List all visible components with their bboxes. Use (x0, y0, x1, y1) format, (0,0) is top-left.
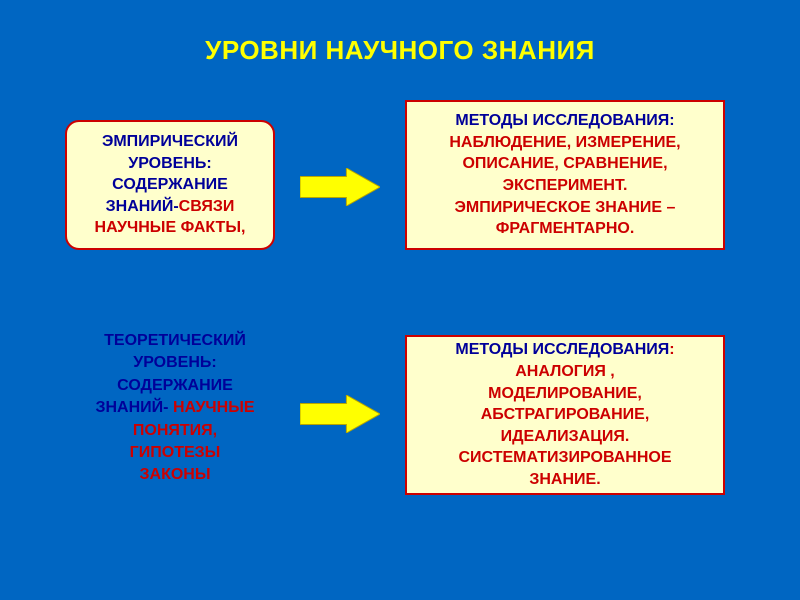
box-theoretical-level: ТЕОРЕТИЧЕСКИЙУРОВЕНЬ:СОДЕРЖАНИЕЗНАНИЙ- Н… (70, 330, 280, 490)
text-span: ЗНАНИЙ- (95, 399, 172, 416)
text-span: МЕТОДЫ ИССЛЕДОВАНИЯ (455, 341, 669, 358)
text-line: МЕТОДЫ ИССЛЕДОВАНИЯ: (455, 110, 674, 132)
text-span: НАУЧНЫЕ (173, 399, 255, 416)
text-line: ГИПОТЕЗЫ (70, 442, 280, 464)
text-line: ЗАКОНЫ (70, 464, 280, 486)
text-line: ЗНАНИЕ. (529, 469, 600, 491)
arrow-icon (300, 168, 380, 206)
box-empirical-level: ЭМПИРИЧЕСКИЙУРОВЕНЬ:СОДЕРЖАНИЕЗНАНИЙ-СВЯ… (65, 120, 275, 250)
text-line: ЭМПИРИЧЕСКИЙ (102, 131, 238, 153)
text-line: УРОВЕНЬ: (70, 352, 280, 374)
text-line: МОДЕЛИРОВАНИЕ, (488, 383, 642, 405)
text-span: ЗНАНИЙ- (106, 198, 179, 215)
text-line: СОДЕРЖАНИЕ (70, 375, 280, 397)
text-line: АБСТРАГИРОВАНИЕ, (481, 404, 650, 426)
text-line: НАБЛЮДЕНИЕ, ИЗМЕРЕНИЕ, (449, 132, 680, 154)
text-span: СВЯЗИ (179, 198, 235, 215)
text-line: УРОВЕНЬ: (128, 153, 211, 175)
text-line: ЭКСПЕРИМЕНТ. (503, 175, 628, 197)
arrow-icon (300, 395, 380, 433)
text-line: НАУЧНЫЕ ФАКТЫ, (95, 217, 246, 239)
slide-title: УРОВНИ НАУЧНОГО ЗНАНИЯ (0, 35, 800, 66)
text-line: АНАЛОГИЯ , (515, 361, 615, 383)
text-line: ИДЕАЛИЗАЦИЯ. (501, 426, 630, 448)
text-line: ОПИСАНИЕ, СРАВНЕНИЕ, (462, 153, 667, 175)
text-line: СОДЕРЖАНИЕ (112, 174, 228, 196)
slide: УРОВНИ НАУЧНОГО ЗНАНИЯ ЭМПИРИЧЕСКИЙУРОВЕ… (0, 0, 800, 600)
box-empirical-methods: МЕТОДЫ ИССЛЕДОВАНИЯ:НАБЛЮДЕНИЕ, ИЗМЕРЕНИ… (405, 100, 725, 250)
text-line: ЗНАНИЙ- НАУЧНЫЕ (70, 397, 280, 419)
text-span: : (669, 341, 674, 358)
text-line: МЕТОДЫ ИССЛЕДОВАНИЯ: (455, 339, 674, 361)
text-line: ЗНАНИЙ-СВЯЗИ (106, 196, 235, 218)
text-line: ТЕОРЕТИЧЕСКИЙ (70, 330, 280, 352)
text-line: ФРАГМЕНТАРНО. (496, 218, 635, 240)
text-line: ЭМПИРИЧЕСКОЕ ЗНАНИЕ – (455, 197, 676, 219)
text-line: ПОНЯТИЯ, (70, 420, 280, 442)
box-theoretical-methods: МЕТОДЫ ИССЛЕДОВАНИЯ:АНАЛОГИЯ ,МОДЕЛИРОВА… (405, 335, 725, 495)
text-line: СИСТЕМАТИЗИРОВАННОЕ (459, 447, 672, 469)
